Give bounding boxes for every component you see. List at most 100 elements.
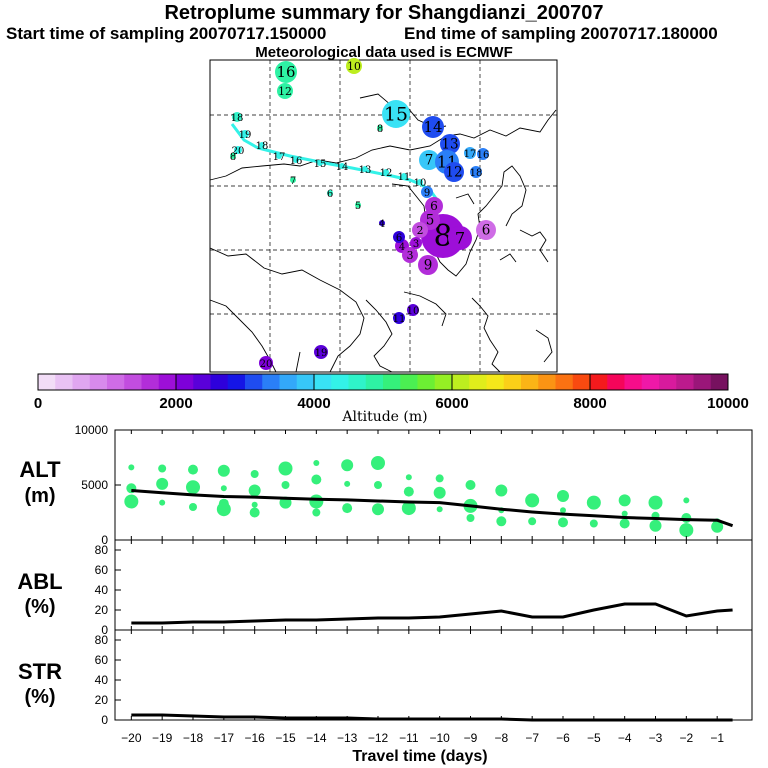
map-marker-label: 15	[384, 103, 408, 125]
colorbar-swatch	[176, 374, 194, 390]
map-marker-label: 5	[426, 213, 435, 229]
colorbar-swatch	[486, 374, 505, 390]
map-marker-label: 6	[482, 223, 491, 239]
x-tick-label: −11	[399, 731, 419, 745]
map-marker	[477, 148, 489, 160]
map-marker-label: 11	[398, 172, 411, 183]
map-marker-label: 18	[256, 141, 269, 152]
map-marker-label: 9	[424, 258, 433, 274]
map-marker-label: 10	[347, 60, 361, 73]
panel-unit: (%)	[24, 596, 55, 618]
map-marker-label: 8	[377, 124, 383, 135]
colorbar-tick-label: 4000	[297, 395, 330, 412]
map-marker-label: 12	[445, 165, 462, 181]
map-marker-label: 19	[239, 130, 252, 141]
colorbar-swatch	[107, 374, 125, 390]
scatter-point	[341, 459, 354, 472]
map-marker	[448, 226, 472, 250]
y-tick-label: 10000	[75, 423, 109, 437]
colorbar-title: Altitude (m)	[342, 409, 428, 425]
colorbar-tick-label: 6000	[435, 395, 468, 412]
scatter-point	[313, 460, 320, 466]
colorbar-swatch	[210, 374, 229, 390]
colorbar-swatch	[38, 374, 56, 390]
scatter-point	[374, 481, 382, 489]
colorbar-swatch	[641, 374, 660, 390]
scatter-point	[405, 474, 412, 481]
map-marker-label: 13	[359, 165, 372, 176]
scatter-point	[217, 464, 230, 477]
x-tick-label: −12	[368, 731, 389, 745]
colorbar-swatch	[331, 374, 349, 390]
colorbar-swatch	[503, 374, 522, 390]
x-tick-label: −13	[337, 731, 358, 745]
y-tick-label: 20	[95, 693, 109, 707]
x-tick-label: −15	[275, 731, 296, 745]
scatter-point	[188, 464, 198, 475]
colorbar-swatch	[693, 374, 712, 390]
map-marker	[230, 153, 236, 159]
map-marker-label: 20	[260, 359, 273, 370]
colorbar-swatch	[158, 374, 177, 390]
map-marker	[417, 179, 423, 185]
colorbar-swatch	[572, 374, 591, 390]
map-marker	[383, 169, 389, 175]
start-time-label: Start time of sampling 20070717.150000	[6, 24, 327, 43]
map-marker	[241, 130, 249, 138]
x-tick-label: −3	[649, 731, 663, 745]
colorbar-swatch	[245, 374, 263, 390]
map-marker-label: 7	[425, 153, 434, 169]
scatter-point	[372, 503, 384, 516]
chart-title: Retroplume summary for Shangdianzi_20070…	[164, 2, 604, 24]
scatter-point	[189, 503, 197, 511]
scatter-point	[711, 520, 724, 533]
colorbar-swatch	[348, 374, 367, 390]
map-marker-label: 10	[407, 306, 420, 317]
scatter-point	[649, 519, 662, 532]
map-marker	[393, 231, 405, 243]
colorbar-swatch	[417, 374, 436, 390]
scatter-point	[683, 497, 690, 504]
y-tick-label: 80	[95, 543, 109, 557]
scatter-point	[312, 508, 321, 517]
y-tick-label: 40	[95, 583, 109, 597]
panel-frame	[114, 629, 753, 721]
coastline	[209, 93, 557, 373]
map-marker	[234, 146, 242, 154]
map-marker	[327, 190, 333, 196]
panel-label: ABL	[17, 569, 62, 594]
scatter-point	[403, 486, 414, 497]
map-marker	[377, 125, 383, 131]
x-tick-label: −8	[494, 731, 508, 745]
scatter-point	[433, 486, 446, 499]
map-marker-label: 7	[290, 176, 296, 187]
colorbar: 0 2000 4000 6000 8000 10000	[34, 373, 749, 412]
colorbar-swatch	[365, 374, 384, 390]
scatter-point	[249, 507, 260, 518]
colorbar-swatch	[55, 374, 73, 390]
colorbar-swatch	[659, 374, 677, 390]
x-tick-label: −18	[183, 731, 204, 745]
x-tick-label: −17	[214, 731, 235, 745]
map-marker	[339, 163, 345, 169]
scatter-point	[281, 481, 290, 489]
map-marker	[379, 220, 385, 226]
colorbar-swatch	[538, 374, 556, 390]
map-marker-label: 6	[396, 233, 402, 244]
scatter-point	[220, 485, 227, 492]
y-tick-label: 5000	[81, 478, 108, 492]
colorbar-swatch	[383, 374, 401, 390]
map-marker	[412, 222, 428, 238]
colorbar-swatch	[89, 374, 108, 390]
map-marker	[259, 142, 265, 148]
map-marker-label: 19	[315, 348, 328, 359]
scatter-point	[496, 516, 507, 527]
scatter-point	[557, 490, 569, 502]
y-tick-label: 80	[95, 633, 109, 647]
colorbar-swatch	[296, 374, 315, 390]
scatter-point	[278, 461, 293, 476]
panel-label: STR	[18, 659, 62, 684]
map-marker	[362, 166, 368, 172]
